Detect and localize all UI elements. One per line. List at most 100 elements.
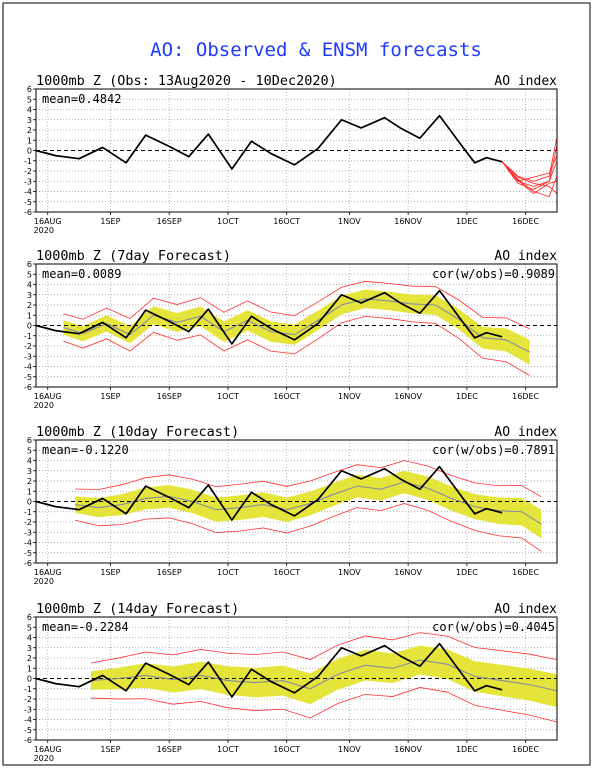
main-title: AO: Observed & ENSM forecasts [150, 39, 482, 61]
x-tick-label: 1NOV [338, 745, 361, 754]
y-tick-label: -2 [24, 695, 32, 704]
y-tick-label: 2 [27, 477, 32, 486]
ensemble-max-line [90, 632, 558, 664]
y-tick-label: 6 [27, 85, 32, 94]
y-tick-label: -5 [24, 373, 32, 382]
x-tick-label: 16SEP [157, 568, 182, 577]
x-tick-label: 1SEP [100, 217, 120, 226]
y-tick-label: -1 [24, 157, 32, 166]
x-year-label: 2020 [34, 577, 54, 586]
y-tick-label: 5 [27, 95, 32, 104]
x-tick-label: 16NOV [394, 392, 422, 401]
y-tick-label: 3 [27, 644, 32, 653]
x-tick-label: 1OCT [217, 392, 239, 401]
panel-title: 1000mb Z (10day Forecast) [36, 424, 239, 440]
y-tick-label: -4 [24, 716, 32, 725]
x-tick-label: 1DEC [456, 217, 478, 226]
x-tick-label: 16AUG [34, 745, 62, 754]
x-tick-label: 1NOV [338, 217, 361, 226]
y-tick-label: -6 [24, 559, 32, 568]
y-tick-label: -5 [24, 549, 32, 558]
x-year-label: 2020 [34, 226, 54, 235]
mean-annotation: mean=0.0089 [42, 267, 121, 281]
x-tick-label: 1OCT [217, 217, 239, 226]
x-tick-label: 16NOV [394, 568, 422, 577]
mean-annotation: mean=-0.2284 [42, 620, 129, 634]
correlation-annotation: cor(w/obs)=0.9089 [432, 267, 555, 281]
y-tick-label: -3 [24, 528, 32, 537]
panel-title: 1000mb Z (Obs: 13Aug2020 - 10Dec2020) [36, 73, 337, 89]
y-tick-label: 0 [27, 498, 32, 507]
y-tick-label: 3 [27, 116, 32, 125]
ensemble-spread-band [90, 645, 557, 708]
panel-right-label: AO index [494, 602, 557, 617]
y-tick-label: 6 [27, 436, 32, 445]
y-tick-label: 2 [27, 654, 32, 663]
ensemble-mean-line [90, 659, 558, 692]
y-tick-label: -4 [24, 188, 32, 197]
forecast-member-line [501, 137, 558, 182]
x-tick-label: 1OCT [217, 568, 239, 577]
y-tick-label: -6 [24, 736, 32, 745]
y-tick-label: -3 [24, 352, 32, 361]
x-tick-label: 1OCT [217, 745, 239, 754]
x-tick-label: 16OCT [273, 217, 300, 226]
ensemble-min-line [90, 687, 558, 723]
y-tick-label: 6 [27, 260, 32, 269]
y-tick-label: -1 [24, 685, 32, 694]
x-year-label: 2020 [34, 401, 54, 410]
y-tick-label: 0 [27, 147, 32, 156]
ensemble-mean-line [63, 298, 530, 353]
x-tick-label: 16DEC [512, 392, 539, 401]
observed-ao-line [35, 642, 503, 698]
x-tick-label: 1NOV [338, 568, 361, 577]
y-tick-label: -3 [24, 177, 32, 186]
y-tick-label: -5 [24, 726, 32, 735]
correlation-annotation: cor(w/obs)=0.7891 [432, 443, 555, 457]
x-tick-label: 1DEC [456, 745, 478, 754]
observed-ao-line [35, 114, 503, 170]
y-tick-label: 1 [27, 136, 32, 145]
y-tick-label: -3 [24, 705, 32, 714]
y-tick-label: 1 [27, 311, 32, 320]
x-tick-label: 16DEC [512, 568, 539, 577]
y-tick-label: 2 [27, 126, 32, 135]
observed-ao-line [35, 465, 503, 521]
y-tick-label: -5 [24, 198, 32, 207]
y-tick-label: 0 [27, 675, 32, 684]
y-tick-label: 5 [27, 270, 32, 279]
x-tick-label: 16OCT [273, 568, 300, 577]
panel-right-label: AO index [494, 425, 557, 440]
panel-right-label: AO index [494, 74, 557, 89]
x-tick-label: 1SEP [100, 568, 120, 577]
panel-2: 1000mb Z (7day Forecast) AO index6543210-… [24, 248, 558, 410]
x-tick-label: 1SEP [100, 392, 120, 401]
x-tick-label: 16SEP [157, 745, 182, 754]
y-tick-label: -2 [24, 518, 32, 527]
forecast-member-line [501, 161, 558, 195]
x-tick-label: 16AUG [34, 392, 62, 401]
y-tick-label: 5 [27, 623, 32, 632]
y-tick-label: 3 [27, 291, 32, 300]
forecast-member-line [501, 160, 558, 190]
forecast-member-line [501, 161, 558, 194]
mean-annotation: mean=-0.1220 [42, 443, 129, 457]
y-tick-label: -6 [24, 383, 32, 392]
y-tick-label: -2 [24, 342, 32, 351]
panel-title: 1000mb Z (7day Forecast) [36, 248, 231, 264]
x-tick-label: 16SEP [157, 217, 182, 226]
x-tick-label: 16SEP [157, 392, 182, 401]
x-tick-label: 16AUG [34, 217, 62, 226]
y-tick-label: -1 [24, 332, 32, 341]
x-tick-label: 1DEC [456, 392, 478, 401]
x-tick-label: 16AUG [34, 568, 62, 577]
correlation-annotation: cor(w/obs)=0.4045 [432, 620, 555, 634]
y-tick-label: -6 [24, 208, 32, 217]
ensemble-min-line [75, 503, 542, 552]
y-tick-label: 4 [27, 634, 32, 643]
mean-annotation: mean=0.4842 [42, 92, 121, 106]
y-tick-label: 4 [27, 106, 32, 115]
x-tick-label: 1NOV [338, 392, 361, 401]
